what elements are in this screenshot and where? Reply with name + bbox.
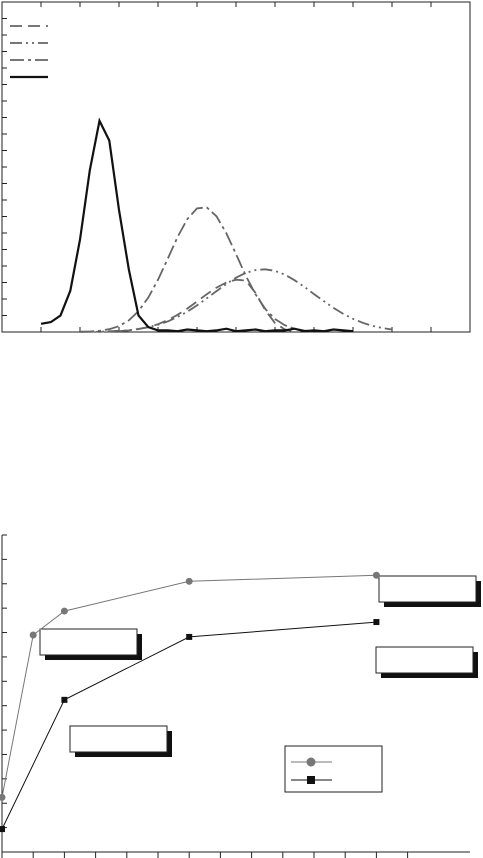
annotation-box xyxy=(375,646,474,674)
series-line xyxy=(80,268,393,333)
annotation-box xyxy=(39,628,138,656)
series-line xyxy=(1,621,377,830)
series-line xyxy=(40,117,354,333)
point xyxy=(185,577,193,585)
point xyxy=(372,571,380,579)
point xyxy=(60,607,68,615)
annotation-box xyxy=(378,575,477,603)
annotation-box xyxy=(69,725,168,753)
point xyxy=(186,633,193,640)
series-line xyxy=(79,206,315,333)
point xyxy=(0,793,6,801)
legend-symbol xyxy=(307,776,315,784)
point xyxy=(61,696,68,703)
annotation-boxes xyxy=(39,575,481,793)
point xyxy=(29,631,37,639)
legend-box xyxy=(284,745,383,793)
point xyxy=(0,826,5,833)
legend-symbol xyxy=(306,757,316,767)
point xyxy=(373,619,380,626)
